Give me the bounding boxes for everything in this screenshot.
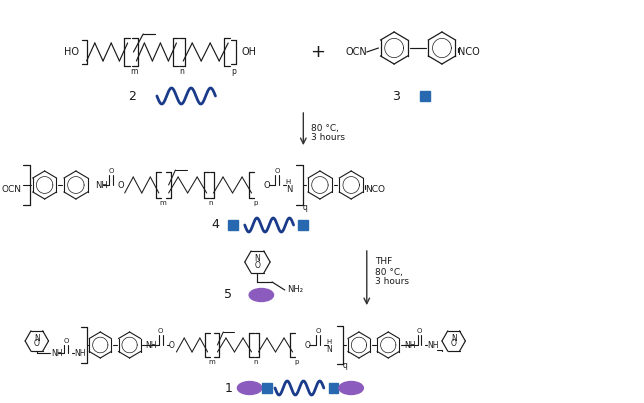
Text: n: n [208, 200, 213, 206]
Text: O: O [263, 181, 270, 189]
Text: N: N [286, 185, 292, 195]
Text: O: O [254, 261, 260, 270]
Text: m: m [159, 200, 166, 206]
Text: NH₂: NH₂ [287, 285, 303, 295]
Bar [262, 383, 272, 393]
Text: 80 °C,: 80 °C, [311, 123, 339, 133]
Text: NCO: NCO [365, 185, 385, 193]
Bar [328, 383, 339, 393]
Text: NH: NH [427, 341, 439, 349]
Ellipse shape [249, 289, 274, 301]
Bar [298, 220, 308, 230]
Text: O: O [34, 339, 40, 348]
Text: 80 °C,: 80 °C, [375, 268, 402, 276]
Text: NH: NH [95, 181, 108, 189]
Text: O: O [451, 339, 457, 348]
Text: p: p [253, 200, 258, 206]
Text: THF: THF [375, 258, 392, 266]
Text: N: N [451, 334, 457, 343]
Text: O: O [316, 328, 321, 334]
Text: p: p [294, 359, 299, 365]
Text: NH: NH [404, 341, 415, 349]
Text: O: O [63, 338, 69, 344]
Text: N: N [34, 334, 40, 343]
Text: N: N [254, 254, 260, 264]
Text: +: + [310, 43, 325, 61]
Bar [228, 220, 238, 230]
Text: q: q [343, 361, 348, 370]
Ellipse shape [238, 382, 262, 395]
Text: NCO: NCO [457, 47, 479, 57]
Text: 3 hours: 3 hours [311, 133, 345, 143]
Text: 4: 4 [211, 218, 220, 231]
Text: N: N [327, 345, 332, 355]
Text: m: m [208, 359, 215, 365]
Text: OH: OH [242, 47, 257, 57]
Text: O: O [108, 168, 114, 174]
Text: n: n [253, 359, 258, 365]
Text: p: p [231, 67, 236, 77]
Text: OCN: OCN [345, 47, 367, 57]
Text: 2: 2 [129, 89, 137, 102]
Text: O: O [417, 328, 422, 334]
Bar [421, 91, 430, 101]
Text: NH: NH [52, 349, 63, 357]
Text: 3 hours: 3 hours [375, 278, 408, 287]
Text: NH: NH [74, 349, 86, 357]
Text: O: O [169, 341, 175, 349]
Text: O: O [274, 168, 279, 174]
Text: O: O [118, 181, 124, 189]
Text: OCN: OCN [1, 185, 21, 193]
Text: H: H [286, 179, 291, 185]
Text: q: q [303, 202, 308, 212]
Text: 1: 1 [224, 382, 232, 395]
Text: 5: 5 [224, 289, 232, 301]
Text: O: O [305, 341, 310, 349]
Text: 3: 3 [392, 89, 400, 102]
Text: NH: NH [145, 341, 156, 349]
Text: m: m [131, 67, 138, 77]
Text: H: H [327, 339, 332, 345]
Ellipse shape [339, 382, 363, 395]
Text: O: O [158, 328, 164, 334]
Text: HO: HO [64, 47, 79, 57]
Text: n: n [179, 67, 184, 77]
